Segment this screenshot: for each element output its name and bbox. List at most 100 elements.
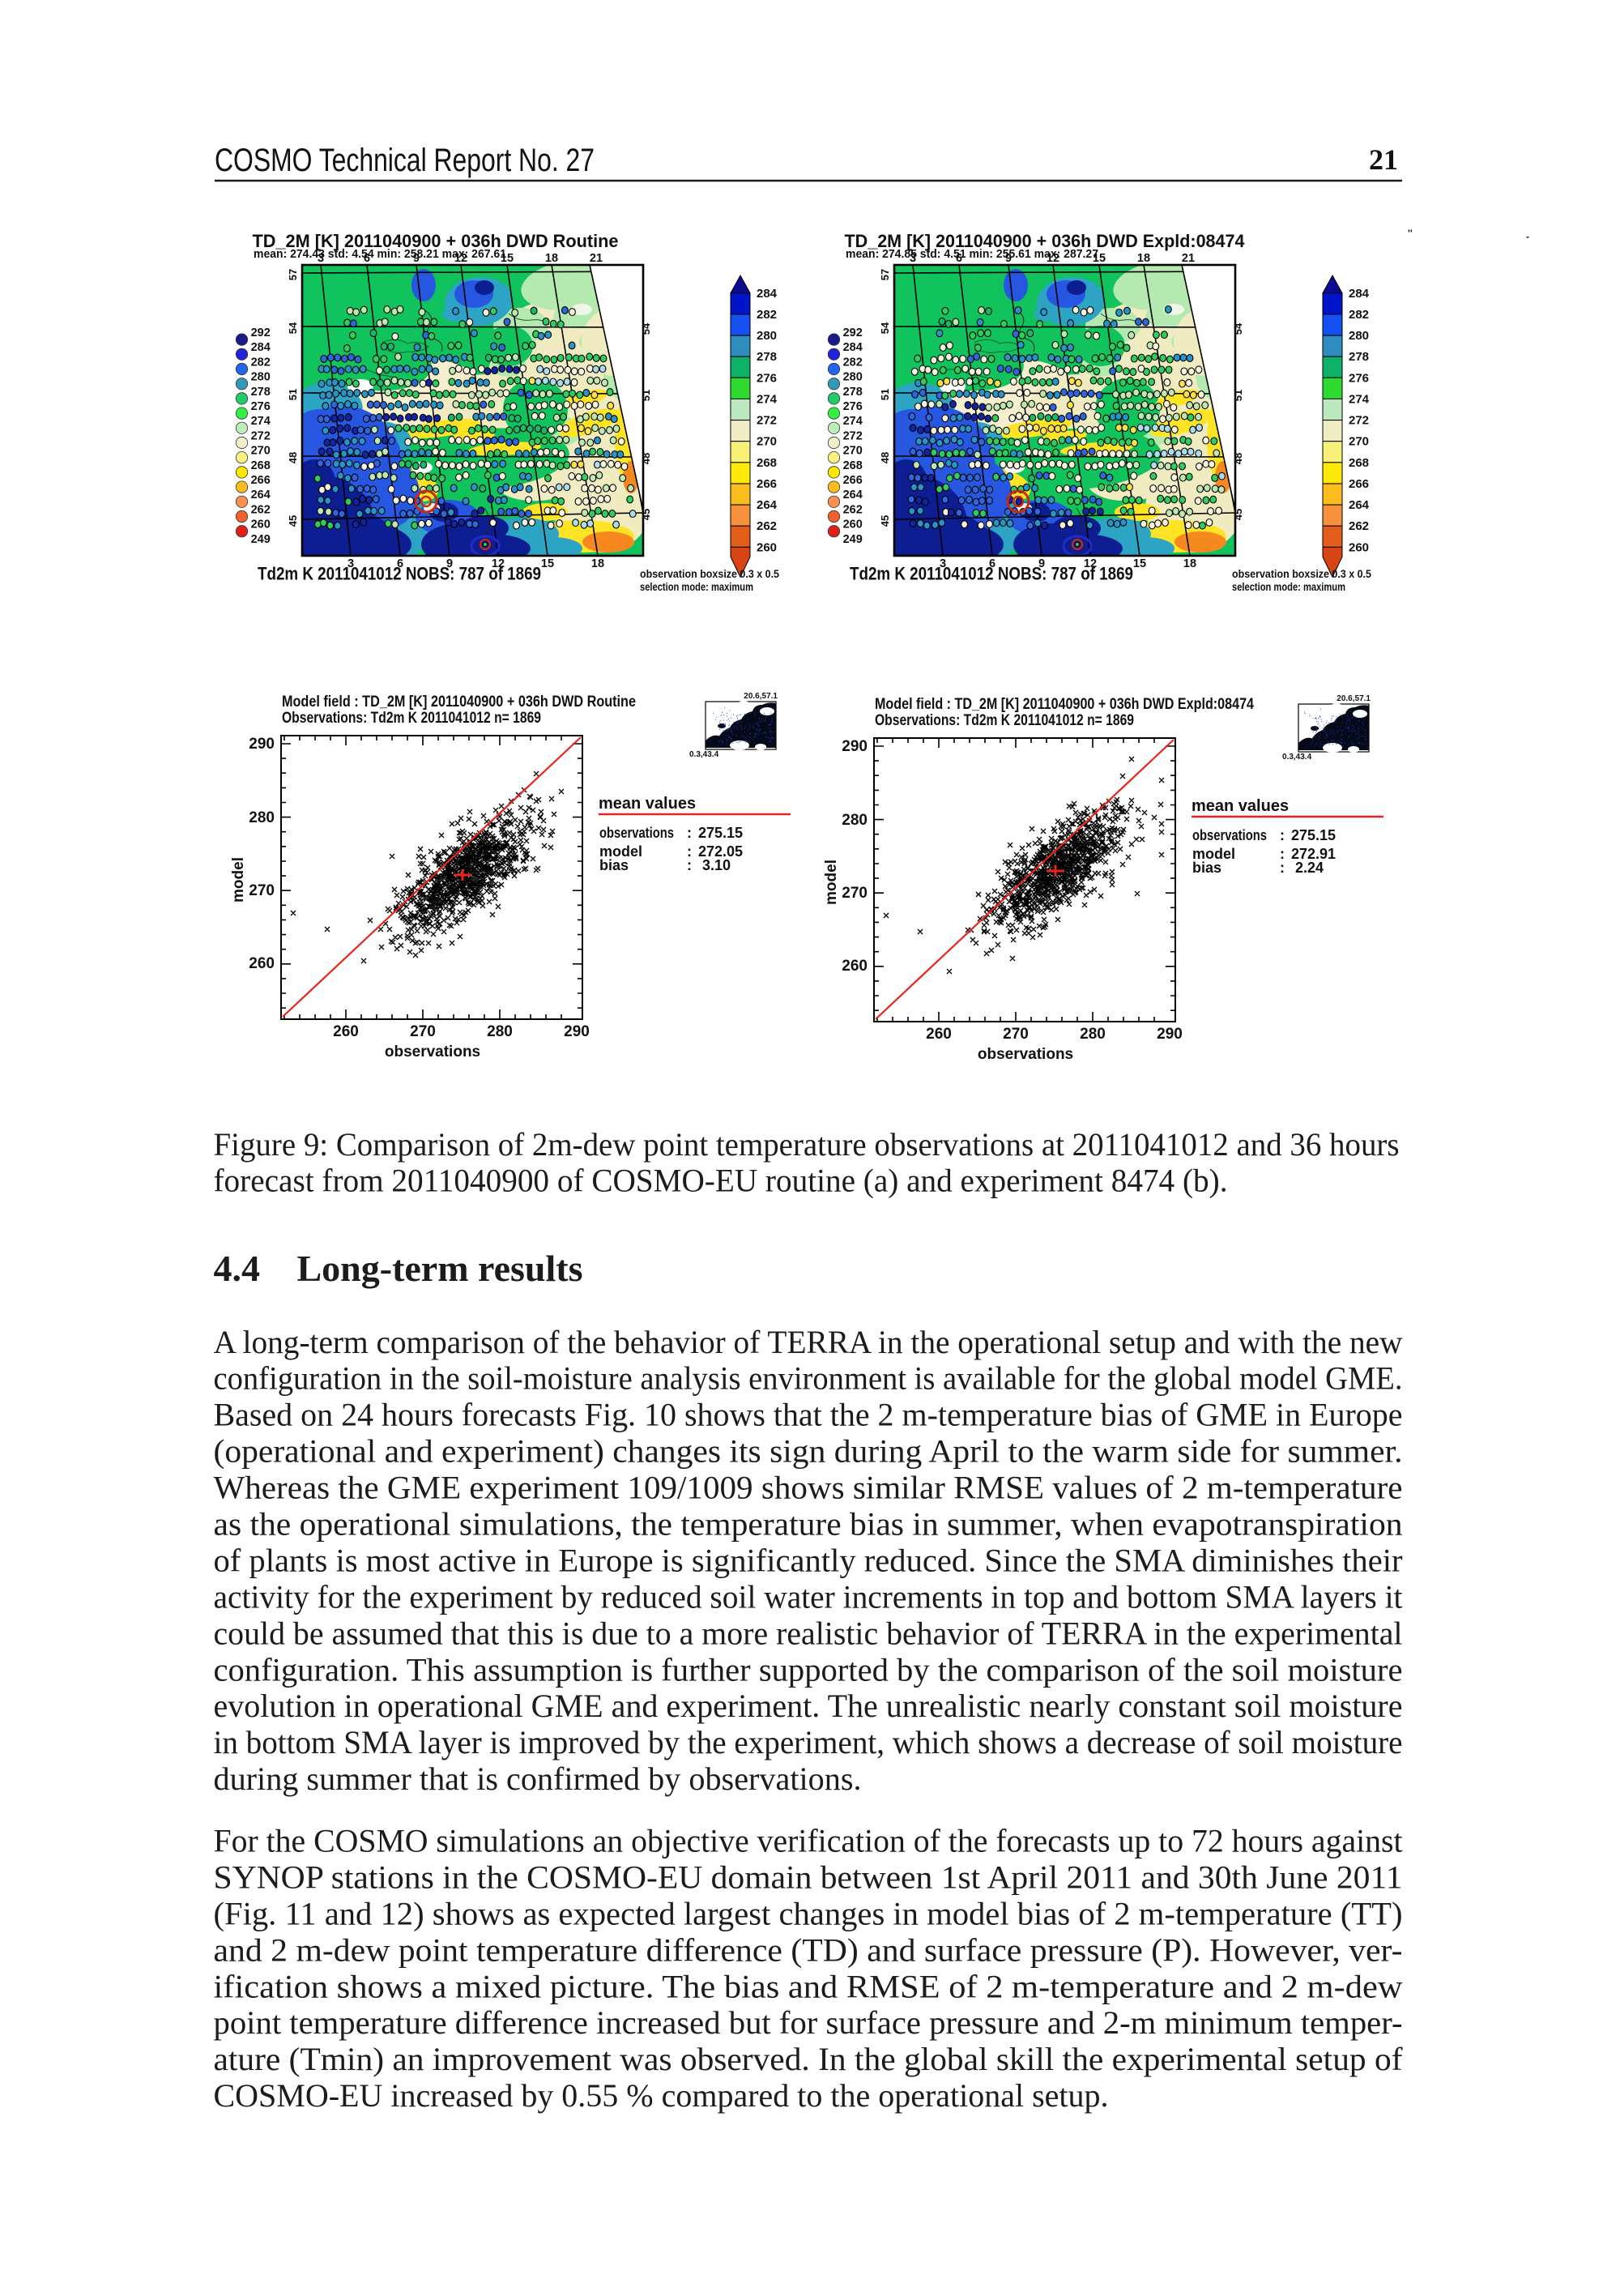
svg-text:276: 276 — [757, 371, 777, 385]
svg-text:45: 45 — [1232, 509, 1244, 520]
svg-text:278: 278 — [843, 386, 863, 399]
svg-text:A long-term comparison of the: A long-term comparison of the behavior o… — [214, 1324, 1403, 1360]
svg-text:TD_2M [K] 2011040900 + 036h: TD_2M [K] 2011040900 + 036h DWD Routine — [253, 231, 619, 251]
svg-text:48: 48 — [879, 452, 891, 463]
svg-text:290: 290 — [249, 736, 275, 753]
svg-text:COSMO-EU increased by 0.55 % c: COSMO-EU increased by 0.55 % compared to… — [214, 2077, 1109, 2114]
svg-text:266: 266 — [251, 474, 271, 487]
svg-text:280: 280 — [1349, 329, 1369, 343]
svg-text:3: 3 — [347, 557, 354, 570]
svg-text:Td2m K 2011041012 NOBS: 78: Td2m K 2011041012 NOBS: 787 of 1869 — [850, 564, 1133, 584]
svg-text:12: 12 — [1047, 252, 1059, 265]
svg-text:could be assumed that this is: could be assumed that this is due to a m… — [214, 1615, 1403, 1651]
svg-text:mean values: mean values — [1192, 797, 1289, 815]
svg-text:configuration in the soil-mois: configuration in the soil-moisture analy… — [214, 1360, 1403, 1397]
svg-text:280: 280 — [487, 1023, 513, 1040]
svg-text:in bottom SMA layer is improve: in bottom SMA layer is improved by the e… — [214, 1724, 1403, 1760]
svg-text:(operational and experiment) c: (operational and experiment) changes its… — [214, 1433, 1403, 1470]
svg-text:276: 276 — [251, 400, 271, 413]
svg-text:observation boxsize 0.3 x 0.5: observation boxsize 0.3 x 0.5 — [640, 567, 779, 580]
svg-text:observations: observations — [599, 825, 674, 841]
svg-text:mean: 274.43 std: 4.54: mean: 274.43 std: 4.54 min: 258.21 max: … — [254, 248, 506, 261]
svg-text:260: 260 — [333, 1023, 359, 1040]
svg-text:276: 276 — [843, 400, 863, 413]
svg-text:as the operational simulations: as the operational simulations, the temp… — [214, 1506, 1403, 1543]
svg-text:260: 260 — [842, 958, 868, 975]
svg-text:280: 280 — [1080, 1026, 1106, 1043]
svg-text:20.6,57.1: 20.6,57.1 — [744, 692, 778, 701]
svg-text:-: - — [1526, 231, 1529, 242]
svg-text:270: 270 — [251, 445, 271, 458]
svg-text:21: 21 — [1182, 252, 1195, 265]
svg-text:51: 51 — [640, 390, 652, 401]
svg-text:51: 51 — [879, 389, 891, 400]
svg-text:during summer that is confirme: during summer that is confirmed by obser… — [214, 1760, 862, 1797]
svg-text:forecast from 2011040900 of CO: forecast from 2011040900 of COSMO-EU rou… — [214, 1163, 1228, 1199]
svg-text:12: 12 — [492, 557, 505, 570]
svg-text:21: 21 — [1369, 143, 1398, 176]
svg-text::: : — [1280, 860, 1285, 876]
svg-text:12: 12 — [454, 252, 467, 265]
svg-text:57: 57 — [287, 269, 299, 280]
svg-text:18: 18 — [1137, 252, 1150, 265]
svg-text:282: 282 — [757, 308, 777, 322]
svg-text:278: 278 — [757, 350, 777, 364]
svg-text:observations: observations — [978, 1046, 1073, 1063]
svg-text:260: 260 — [249, 955, 275, 972]
svg-text:Td2m K 2011041012 NOBS: 78: Td2m K 2011041012 NOBS: 787 of 1869 — [258, 564, 541, 584]
svg-text:280: 280 — [842, 812, 868, 829]
svg-text:270: 270 — [249, 882, 275, 899]
svg-text:54: 54 — [879, 322, 891, 334]
svg-text:270: 270 — [1003, 1026, 1029, 1043]
svg-text:0.3,43.4: 0.3,43.4 — [689, 750, 719, 759]
svg-text::: : — [687, 857, 692, 873]
svg-text:272.05: 272.05 — [698, 843, 743, 860]
svg-text:of plants is most active in Eu: of plants is most active in Europe is si… — [214, 1542, 1403, 1578]
svg-text:COSMO Technical Report No. 27: COSMO Technical Report No. 27 — [215, 143, 595, 178]
svg-text:272: 272 — [843, 429, 863, 442]
svg-text:272: 272 — [757, 414, 777, 428]
svg-text:Observations: Td2m K 20110410: Observations: Td2m K 2011041012 n= 1869 — [282, 709, 541, 727]
svg-text:262: 262 — [251, 503, 271, 516]
svg-text:284: 284 — [251, 341, 271, 354]
svg-text:(Fig. 11 and 12) shows as expe: (Fig. 11 and 12) shows as expected large… — [214, 1895, 1403, 1931]
svg-text:and 2 m-dew point temperature: and 2 m-dew point temperature difference… — [214, 1931, 1403, 1968]
svg-text:274: 274 — [251, 415, 271, 428]
svg-text:280: 280 — [843, 371, 863, 384]
svg-text:270: 270 — [843, 445, 863, 458]
svg-text:280: 280 — [251, 371, 271, 384]
svg-text:Observations: Td2m K 20110410: Observations: Td2m K 2011041012 n= 1869 — [875, 711, 1134, 729]
svg-text:mean: 274.85 std: 4.51: mean: 274.85 std: 4.51 min: 255.61 max: … — [846, 248, 1098, 261]
svg-text::: : — [1280, 827, 1285, 843]
svg-text:54: 54 — [1232, 322, 1244, 335]
svg-text:266: 266 — [757, 477, 777, 491]
svg-text:6: 6 — [397, 557, 403, 570]
svg-text:268: 268 — [757, 456, 777, 470]
svg-text:TD_2M [K] 2011040900 + 036h: TD_2M [K] 2011040900 + 036h DWD Expld:08… — [845, 231, 1246, 251]
svg-text:278: 278 — [251, 386, 271, 399]
svg-text:Figure 9: Comparison of 2m-dew: Figure 9: Comparison of 2m-dew point tem… — [214, 1126, 1400, 1163]
svg-text:266: 266 — [843, 474, 863, 487]
svg-text:264: 264 — [843, 489, 863, 501]
svg-text:3: 3 — [318, 252, 324, 265]
svg-text:2.24: 2.24 — [1295, 860, 1324, 876]
svg-text:270: 270 — [410, 1023, 436, 1040]
svg-text:54: 54 — [287, 322, 299, 334]
svg-text:18: 18 — [545, 252, 558, 265]
svg-text:272: 272 — [1349, 414, 1369, 428]
svg-text:9: 9 — [1005, 252, 1012, 265]
svg-text:selection mode: maximum: selection mode: maximum — [640, 580, 753, 593]
svg-text:280: 280 — [757, 329, 777, 343]
svg-text:activity for the experiment by: activity for the experiment by reduced s… — [214, 1578, 1403, 1615]
svg-text:model: model — [599, 843, 642, 860]
svg-text:0.3,43.4: 0.3,43.4 — [1282, 753, 1312, 762]
svg-text:280: 280 — [249, 809, 275, 826]
svg-text::: : — [687, 843, 692, 860]
svg-text:4.4: 4.4 — [214, 1248, 261, 1289]
svg-text:3.10: 3.10 — [702, 857, 731, 873]
svg-text:bias: bias — [599, 857, 629, 873]
svg-text:264: 264 — [757, 498, 778, 512]
svg-text:51: 51 — [287, 389, 299, 400]
svg-text:15: 15 — [501, 252, 514, 265]
svg-text:9: 9 — [413, 252, 420, 265]
